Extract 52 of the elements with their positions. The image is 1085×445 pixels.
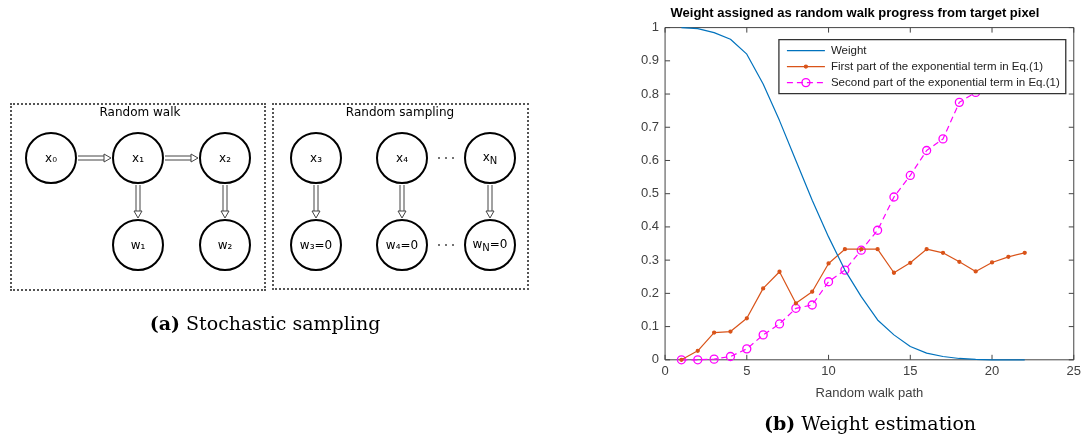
point <box>693 355 703 365</box>
y-tick-label: 1 <box>651 19 660 35</box>
point <box>758 330 768 340</box>
point <box>774 319 785 329</box>
y-tick-label: 0.3 <box>640 251 660 267</box>
x-tick-label: 10 <box>821 363 836 379</box>
point <box>954 97 964 107</box>
x-axis-title: Random walk path <box>815 384 924 400</box>
point <box>709 354 719 364</box>
y-tick-label: 0.4 <box>640 218 660 234</box>
legend-label: Second part of the exponential term in Eq.(1) <box>830 75 1060 88</box>
chart-title: Weight assigned as random walk progress from target pixel <box>670 5 1040 21</box>
circle-node: w$_{N}$=0 <box>464 219 516 271</box>
y-tick-label: 0.2 <box>640 284 660 300</box>
circle-node: x₃ <box>290 132 342 184</box>
y-tick-label: 0.6 <box>640 152 660 168</box>
point <box>938 134 948 144</box>
point <box>872 225 883 235</box>
text: (b) Weight estimation <box>763 412 977 434</box>
point <box>889 192 899 202</box>
x-tick-label: 25 <box>1066 363 1081 379</box>
y-tick-label: 0.1 <box>640 318 660 334</box>
circle-node: x₀ <box>25 132 77 184</box>
point <box>725 351 736 362</box>
point <box>921 145 932 156</box>
x-tick-label: 20 <box>984 363 1000 379</box>
point <box>791 303 801 313</box>
circle-node: x₂ <box>199 132 251 184</box>
circle-node: w₄=0 <box>376 219 428 271</box>
x-tick-label: 15 <box>903 363 918 379</box>
y-tick-label: 0 <box>651 351 660 367</box>
point <box>905 170 915 181</box>
circle-node: x₄ <box>376 132 428 184</box>
y-tick-label: 0.5 <box>640 185 660 201</box>
point <box>807 300 817 310</box>
legend-label: First part of the exponential term in Eq.(1) <box>830 59 1044 72</box>
text: Random walk <box>99 105 181 119</box>
y-tick-label: 0.7 <box>640 118 660 134</box>
point <box>823 277 834 287</box>
text: (a) Stochastic sampling <box>149 312 381 334</box>
point <box>840 265 850 275</box>
legend-label: Weight <box>830 43 868 56</box>
x-tick-label: 5 <box>743 363 751 379</box>
text: Random sampling <box>345 105 455 119</box>
point <box>742 344 752 354</box>
y-tick-label: 0.8 <box>640 85 660 101</box>
circle-node: w₂ <box>199 219 251 271</box>
circle-node: x$_{N}$ <box>464 132 516 184</box>
circle-node: w₃=0 <box>290 219 342 271</box>
y-tick-label: 0.9 <box>640 52 660 68</box>
circle-node: x₁ <box>112 132 164 184</box>
circle-node: w₁ <box>112 219 164 271</box>
